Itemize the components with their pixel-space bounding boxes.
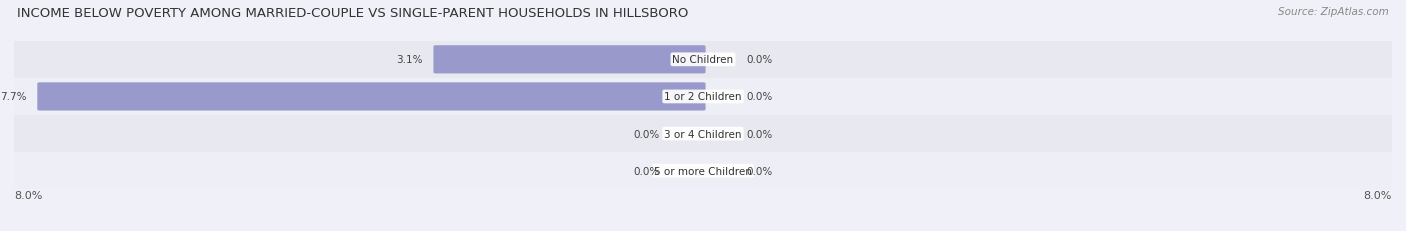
Text: Source: ZipAtlas.com: Source: ZipAtlas.com bbox=[1278, 7, 1389, 17]
Text: 5 or more Children: 5 or more Children bbox=[654, 166, 752, 176]
Text: 7.7%: 7.7% bbox=[0, 92, 27, 102]
Text: 0.0%: 0.0% bbox=[747, 166, 772, 176]
Text: 0.0%: 0.0% bbox=[747, 129, 772, 139]
Text: 0.0%: 0.0% bbox=[634, 166, 659, 176]
Text: 8.0%: 8.0% bbox=[1364, 190, 1392, 200]
Text: INCOME BELOW POVERTY AMONG MARRIED-COUPLE VS SINGLE-PARENT HOUSEHOLDS IN HILLSBO: INCOME BELOW POVERTY AMONG MARRIED-COUPL… bbox=[17, 7, 689, 20]
FancyBboxPatch shape bbox=[14, 116, 1392, 152]
FancyBboxPatch shape bbox=[433, 46, 706, 74]
FancyBboxPatch shape bbox=[38, 83, 706, 111]
Text: 0.0%: 0.0% bbox=[747, 55, 772, 65]
FancyBboxPatch shape bbox=[14, 42, 1392, 79]
Text: 1 or 2 Children: 1 or 2 Children bbox=[664, 92, 742, 102]
FancyBboxPatch shape bbox=[14, 79, 1392, 116]
Text: 3.1%: 3.1% bbox=[396, 55, 423, 65]
Text: No Children: No Children bbox=[672, 55, 734, 65]
Text: 3 or 4 Children: 3 or 4 Children bbox=[664, 129, 742, 139]
FancyBboxPatch shape bbox=[14, 152, 1392, 189]
Text: 0.0%: 0.0% bbox=[747, 92, 772, 102]
Text: 0.0%: 0.0% bbox=[634, 129, 659, 139]
Text: 8.0%: 8.0% bbox=[14, 190, 42, 200]
